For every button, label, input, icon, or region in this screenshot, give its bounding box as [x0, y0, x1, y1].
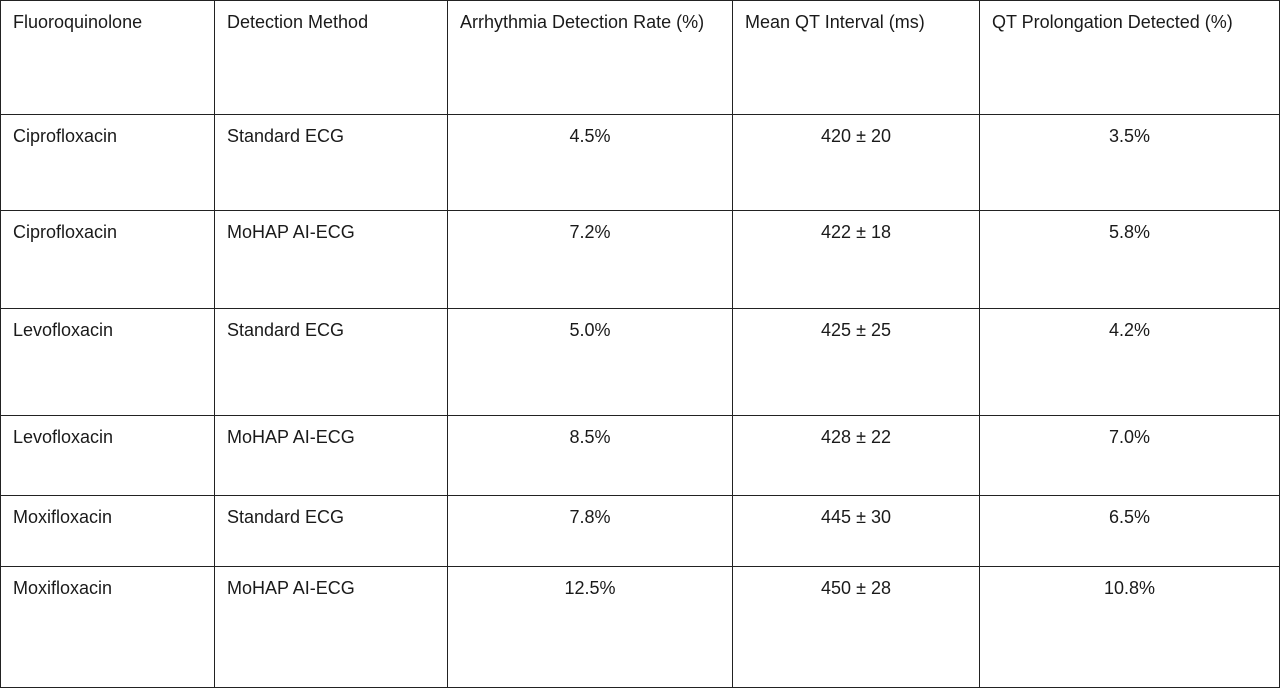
header-qt-prolongation-detected: QT Prolongation Detected (%): [979, 0, 1280, 115]
table-row: Ciprofloxacin Standard ECG 4.5% 420 ± 20…: [0, 114, 1280, 211]
cell-qt-prolongation: 10.8%: [979, 566, 1280, 688]
table-row: Moxifloxacin Standard ECG 7.8% 445 ± 30 …: [0, 495, 1280, 567]
cell-arrhythmia-rate: 4.5%: [447, 114, 733, 211]
header-arrhythmia-detection-rate: Arrhythmia Detection Rate (%): [447, 0, 733, 115]
table-row: Moxifloxacin MoHAP AI-ECG 12.5% 450 ± 28…: [0, 566, 1280, 688]
table-header-row: Fluoroquinolone Detection Method Arrhyth…: [0, 0, 1280, 115]
cell-fluoroquinolone: Levofloxacin: [0, 308, 215, 416]
cell-detection-method: MoHAP AI-ECG: [214, 415, 448, 496]
cell-mean-qt: 445 ± 30: [732, 495, 980, 567]
cell-fluoroquinolone: Moxifloxacin: [0, 566, 215, 688]
cell-mean-qt: 420 ± 20: [732, 114, 980, 211]
table-row: Levofloxacin MoHAP AI-ECG 8.5% 428 ± 22 …: [0, 415, 1280, 496]
cell-fluoroquinolone: Moxifloxacin: [0, 495, 215, 567]
cell-fluoroquinolone: Ciprofloxacin: [0, 210, 215, 309]
cell-mean-qt: 425 ± 25: [732, 308, 980, 416]
cell-arrhythmia-rate: 7.2%: [447, 210, 733, 309]
cell-mean-qt: 450 ± 28: [732, 566, 980, 688]
cell-qt-prolongation: 3.5%: [979, 114, 1280, 211]
cell-fluoroquinolone: Ciprofloxacin: [0, 114, 215, 211]
cell-arrhythmia-rate: 8.5%: [447, 415, 733, 496]
cell-qt-prolongation: 6.5%: [979, 495, 1280, 567]
cell-fluoroquinolone: Levofloxacin: [0, 415, 215, 496]
cell-detection-method: Standard ECG: [214, 495, 448, 567]
cell-detection-method: Standard ECG: [214, 308, 448, 416]
cell-qt-prolongation: 4.2%: [979, 308, 1280, 416]
table-row: Ciprofloxacin MoHAP AI-ECG 7.2% 422 ± 18…: [0, 210, 1280, 309]
cell-mean-qt: 422 ± 18: [732, 210, 980, 309]
cell-qt-prolongation: 7.0%: [979, 415, 1280, 496]
cell-detection-method: MoHAP AI-ECG: [214, 210, 448, 309]
header-detection-method: Detection Method: [214, 0, 448, 115]
cell-arrhythmia-rate: 5.0%: [447, 308, 733, 416]
table-row: Levofloxacin Standard ECG 5.0% 425 ± 25 …: [0, 308, 1280, 416]
cell-arrhythmia-rate: 12.5%: [447, 566, 733, 688]
cell-qt-prolongation: 5.8%: [979, 210, 1280, 309]
cell-mean-qt: 428 ± 22: [732, 415, 980, 496]
header-mean-qt-interval: Mean QT Interval (ms): [732, 0, 980, 115]
cell-arrhythmia-rate: 7.8%: [447, 495, 733, 567]
header-fluoroquinolone: Fluoroquinolone: [0, 0, 215, 115]
cell-detection-method: MoHAP AI-ECG: [214, 566, 448, 688]
cell-detection-method: Standard ECG: [214, 114, 448, 211]
